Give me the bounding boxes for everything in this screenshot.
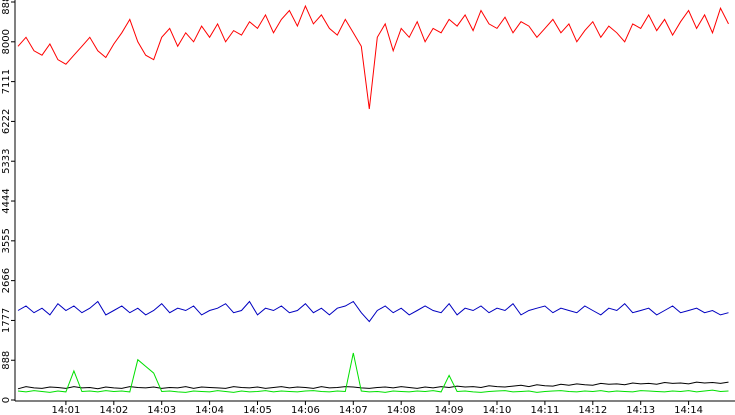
x-tick-label: 14:13: [626, 405, 655, 415]
y-tick-label: 6222: [1, 109, 12, 134]
x-tick-label: 14:14: [674, 405, 703, 415]
y-tick-label: 5333: [1, 148, 12, 173]
y-tick-label: 888: [1, 351, 12, 370]
x-tick-label: 14:05: [243, 405, 272, 415]
x-tick-label: 14:06: [291, 405, 320, 415]
series-line: [17, 4, 729, 110]
x-tick-label: 14:08: [387, 405, 416, 415]
y-tick-label: 3555: [1, 228, 12, 253]
x-tick-label: 14:12: [578, 405, 607, 415]
y-tick-label: 1777: [1, 308, 12, 333]
x-tick-label: 14:01: [51, 405, 80, 415]
series-line: [17, 381, 729, 390]
x-tick-label: 14:10: [483, 405, 512, 415]
x-tick-label: 14:07: [339, 405, 368, 415]
series-line: [17, 300, 729, 323]
x-tick-label: 14:02: [99, 405, 128, 415]
y-tick-label: 7111: [1, 69, 12, 94]
y-tick-label: 4444: [1, 188, 12, 213]
x-tick-label: 14:03: [147, 405, 176, 415]
x-tick-label: 14:04: [195, 405, 224, 415]
y-tick-label: 8889: [1, 0, 12, 15]
x-tick-label: 14:11: [530, 405, 559, 415]
y-tick-label: 0: [1, 397, 12, 403]
y-tick-label: 8000: [1, 29, 12, 54]
y-tick-label: 2666: [1, 268, 12, 293]
series-line: [17, 352, 729, 393]
x-tick-label: 14:09: [435, 405, 464, 415]
